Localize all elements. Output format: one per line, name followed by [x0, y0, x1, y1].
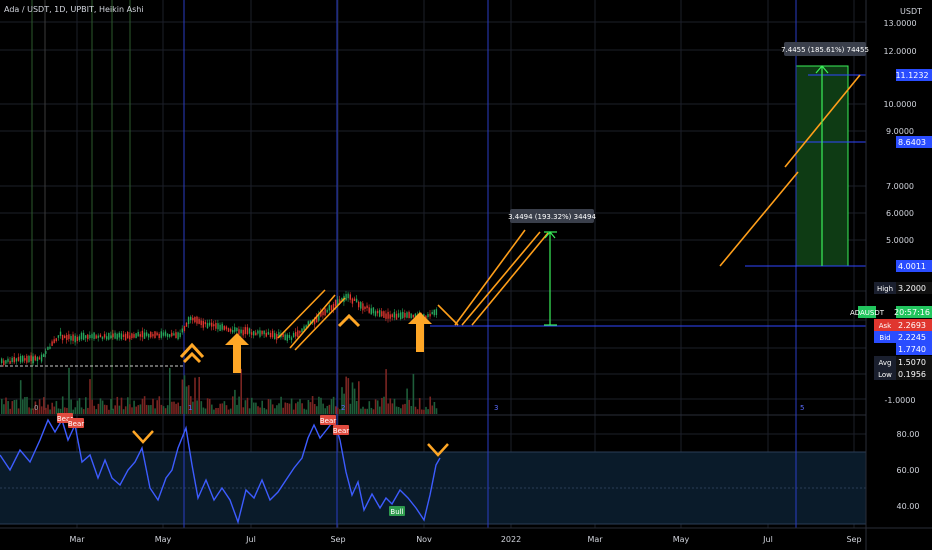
price-axis-label: 8.6403	[896, 136, 932, 148]
overlay-labels: 1 2 3 5 0 3.4494 (193.32%) 34494 7.4455 (185.6…	[34, 42, 869, 516]
time-tick: Sep	[330, 535, 345, 544]
measure-label[interactable]: 3.4494 (193.32%) 34494	[508, 209, 596, 223]
price-axis-label-name: Ask	[879, 322, 892, 330]
price-axis-label-value: 2.2693	[898, 321, 926, 330]
vertical-line-label: 3	[494, 404, 498, 412]
price-axis-label-name: Low	[878, 371, 892, 379]
vertical-line-label: 5	[800, 404, 804, 412]
price-axis-label: Low 0.1956	[874, 368, 932, 380]
price-tick: 9.0000	[886, 127, 914, 136]
chart-title: Ada / USDT, 1D, UPBIT, Heikin Ashi	[4, 5, 144, 14]
candlesticks	[1, 290, 438, 367]
measure-label-text: 7.4455 (185.61%) 74455	[781, 46, 869, 54]
currency-label: USDT	[900, 7, 922, 16]
price-axis-label-text: 1.7740	[898, 345, 926, 354]
price-axis-label-text: 11.1232	[895, 71, 928, 80]
up-arrow-icon[interactable]	[408, 312, 432, 352]
price-tick: -1.0000	[885, 396, 916, 405]
rsi-label-text: Bear	[68, 420, 84, 428]
price-tick: 5.0000	[886, 236, 914, 245]
left-marker-label: 0	[34, 404, 38, 412]
rsi-line	[0, 418, 441, 525]
price-axis-label: Ask 2.2693	[874, 319, 932, 331]
bear-label: Bear	[320, 415, 336, 425]
price-tick: 7.0000	[886, 182, 914, 191]
chevron-down-icon[interactable]	[132, 430, 154, 444]
price-axis-label-value: 2.2245	[898, 333, 926, 342]
time-tick: Mar	[69, 535, 85, 544]
price-axis-label: Avg 1.5070	[874, 356, 932, 368]
time-tick: 2022	[501, 535, 521, 544]
vertical-line-label: 2	[341, 404, 345, 412]
orange-trendlines[interactable]	[277, 74, 861, 351]
rsi-tick: 80.00	[897, 430, 920, 439]
rsi-tick: 60.00	[897, 466, 920, 475]
price-axis-label: High 3.2000	[874, 282, 932, 294]
time-tick: Jul	[245, 535, 256, 544]
price-axis-label-name: Bid	[879, 334, 890, 342]
price-axis-label-value: 20:57:16	[894, 308, 930, 317]
price-axis-label-name: High	[877, 285, 893, 293]
measure-arrow-2[interactable]	[815, 65, 829, 266]
price-axis-label-text: 4.0011	[898, 262, 926, 271]
price-axis-label: 4.0011	[896, 260, 932, 272]
price-axis-panel[interactable]	[866, 0, 932, 550]
vertical-line-label: 1	[188, 404, 192, 412]
chevron-down-icon[interactable]	[427, 443, 449, 457]
time-tick: Jul	[762, 535, 773, 544]
caret-up-icon[interactable]	[337, 313, 361, 328]
price-tick: 6.0000	[886, 209, 914, 218]
up-arrow-icon[interactable]	[225, 333, 249, 373]
time-tick: Sep	[846, 535, 861, 544]
price-tick: 12.0000	[883, 47, 916, 56]
price-tick: 13.0000	[883, 19, 916, 28]
time-tick: May	[673, 535, 690, 544]
price-axis-label-name: ADAUSDT	[850, 309, 885, 317]
rsi-label-text: Bear	[320, 417, 336, 425]
price-axis-label: Bid 2.2245	[874, 331, 932, 343]
measure-label-text: 3.4494 (193.32%) 34494	[508, 213, 596, 221]
price-axis-label: 11.1232	[895, 69, 932, 81]
rsi-label-text: Bear	[333, 427, 349, 435]
time-tick: Mar	[587, 535, 603, 544]
rsi-label-text: Bear	[57, 415, 73, 423]
price-axis-label-value: 0.1956	[898, 370, 926, 379]
price-axis-label: 1.7740	[896, 343, 932, 355]
bear-label: Bear	[333, 425, 349, 435]
rsi-label-text: Bull	[390, 508, 403, 516]
bear-label: Bear	[68, 418, 84, 428]
axis-labels: 13.0000 12.0000 10.0000 9.0000 7.0000 6.0000 5…	[69, 19, 932, 544]
rsi-tick: 40.00	[897, 502, 920, 511]
time-tick: May	[155, 535, 172, 544]
price-axis-label-name: Avg	[879, 359, 892, 367]
price-axis-label: ADAUSDT 20:57:16	[850, 306, 932, 318]
price-tick: 10.0000	[883, 100, 916, 109]
price-axis-label-value: 3.2000	[898, 284, 926, 293]
time-tick: Nov	[416, 535, 432, 544]
measure-label[interactable]: 7.4455 (185.61%) 74455	[781, 42, 869, 56]
measure-arrow-1[interactable]	[544, 231, 557, 326]
caret-up-icon[interactable]	[179, 342, 205, 364]
price-axis-label-value: 1.5070	[898, 358, 926, 367]
volume-bars	[1, 367, 438, 414]
price-axis-label-text: 8.6403	[898, 138, 926, 147]
bull-label: Bull	[389, 506, 405, 516]
